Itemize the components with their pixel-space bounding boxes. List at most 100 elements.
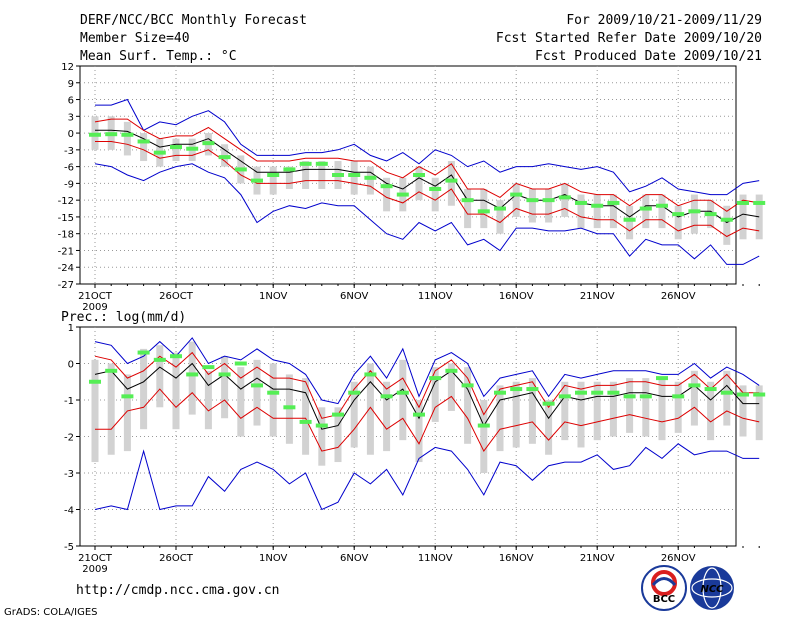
temp-member-box	[318, 161, 326, 189]
temp-obs-mark	[575, 200, 587, 205]
prec-y-tick-label: -4	[64, 506, 74, 517]
temp-member-box	[593, 194, 601, 229]
temp-y-tick-label: -24	[58, 263, 74, 274]
prec-member-box	[350, 381, 358, 448]
prec-member-box	[609, 381, 617, 437]
prec-member-box	[156, 345, 164, 408]
prec-obs-mark	[380, 394, 393, 399]
temp-y-tick-label: -18	[58, 230, 74, 241]
temp-min-line	[94, 163, 760, 265]
prec-member-box	[431, 367, 439, 422]
temp-member-box	[642, 194, 650, 229]
prec-x-tick-label: 26OCT	[159, 553, 194, 564]
prec-member-box	[302, 378, 310, 455]
prec-obs-mark	[315, 423, 328, 428]
temp-sd-upper-line	[94, 118, 760, 212]
prec-y-tick-label: -5	[64, 542, 74, 553]
ncc-logo-text: NCC	[700, 584, 724, 595]
prec-member-box	[496, 385, 504, 452]
temp-sd-lower-line	[95, 141, 760, 238]
prec-obs-mark	[704, 387, 717, 392]
temp-obs-mark	[672, 212, 685, 217]
prec-obs-mark	[348, 390, 361, 395]
temp-obs-mark	[251, 178, 263, 183]
bcc-logo: BCC	[641, 565, 687, 611]
prec-y-tick-label: -1	[64, 396, 74, 407]
temp-obs-mark	[510, 192, 523, 197]
temp-ensemble-mean-line	[95, 129, 760, 224]
bcc-logo-text: BCC	[653, 594, 675, 605]
temp-obs-mark	[558, 195, 571, 200]
prec-member-box	[464, 367, 472, 444]
prec-member-box	[626, 378, 634, 433]
temp-y-tick-label: 6	[68, 96, 74, 107]
prec-obs-mark	[477, 423, 490, 428]
prec-obs-mark	[639, 394, 652, 399]
temp-member-box	[350, 161, 358, 195]
member-size: Member Size=40	[80, 31, 190, 46]
prec-obs-mark	[558, 394, 571, 399]
prec-obs-mark	[89, 379, 101, 384]
source-url: http://cmdp.ncc.cma.gov.cn	[76, 583, 280, 598]
temp-member-box	[415, 166, 423, 201]
temp-x-tick-label: 26OCT	[159, 291, 194, 302]
temp-member-box	[690, 194, 698, 234]
temp-obs-mark	[380, 184, 393, 189]
prec-obs-mark	[251, 383, 263, 388]
prec-x-tick-label: 21OCT	[78, 553, 113, 564]
prec-member-box	[366, 363, 374, 455]
prec-obs-mark	[121, 394, 134, 399]
temp-x-year-label: 2009	[82, 302, 107, 313]
temp-obs-mark	[89, 132, 101, 137]
prec-member-box	[334, 407, 342, 463]
prec-max-line	[94, 337, 760, 405]
temp-obs-mark	[267, 173, 280, 177]
prec-member-box	[561, 381, 569, 441]
temp-max-line	[95, 98, 760, 196]
prec-member-box	[545, 400, 553, 455]
temp-member-box	[464, 188, 472, 229]
temp-obs-mark	[753, 200, 766, 205]
temp-obs-mark	[477, 209, 490, 214]
prec-sd-upper-line	[94, 351, 760, 419]
temp-member-box	[739, 194, 747, 240]
temp-obs-mark	[542, 198, 555, 203]
prec-obs-mark	[105, 368, 118, 373]
temp-member-box	[140, 133, 148, 162]
prec-member-box	[674, 381, 682, 433]
temp-member-box	[609, 194, 617, 229]
temp-member-box	[285, 166, 293, 189]
prec-x-tick-label: 1NOV	[259, 553, 288, 564]
temp-y-tick-label: 0	[68, 129, 74, 140]
temp-member-box	[431, 177, 439, 212]
prec-member-box	[91, 359, 99, 463]
temp-member-box	[366, 166, 374, 195]
prec-member-box	[383, 381, 391, 452]
temp-y-tick-label: 9	[68, 79, 74, 90]
prec-member-box	[528, 378, 536, 444]
temp-obs-mark	[348, 173, 361, 177]
prec-obs-mark	[607, 390, 620, 395]
temp-member-box	[512, 183, 520, 217]
prec-y-tick-label: -3	[64, 469, 74, 480]
prec-member-box	[593, 381, 601, 441]
temp-x-tick-label: 26NOV	[661, 291, 696, 302]
prec-member-box	[642, 378, 650, 437]
temp-member-box	[561, 183, 569, 217]
prec-obs-mark	[186, 372, 199, 377]
prec-member-box	[447, 363, 455, 411]
prec-member-box	[318, 407, 326, 466]
temp-member-box	[577, 194, 585, 229]
temp-obs-mark	[526, 198, 539, 203]
prec-obs-mark	[218, 372, 231, 377]
prec-y-tick-label: 0	[68, 360, 74, 371]
temp-x-tick-label: 6NOV	[340, 291, 369, 302]
temp-member-box	[496, 200, 504, 234]
prec-member-box	[172, 352, 180, 430]
prec-member-box	[512, 381, 520, 448]
temp-y-tick-label: -3	[64, 146, 74, 157]
prec-member-box	[707, 381, 715, 441]
prec-member-box	[237, 367, 245, 437]
temp-obs-mark	[413, 173, 425, 177]
